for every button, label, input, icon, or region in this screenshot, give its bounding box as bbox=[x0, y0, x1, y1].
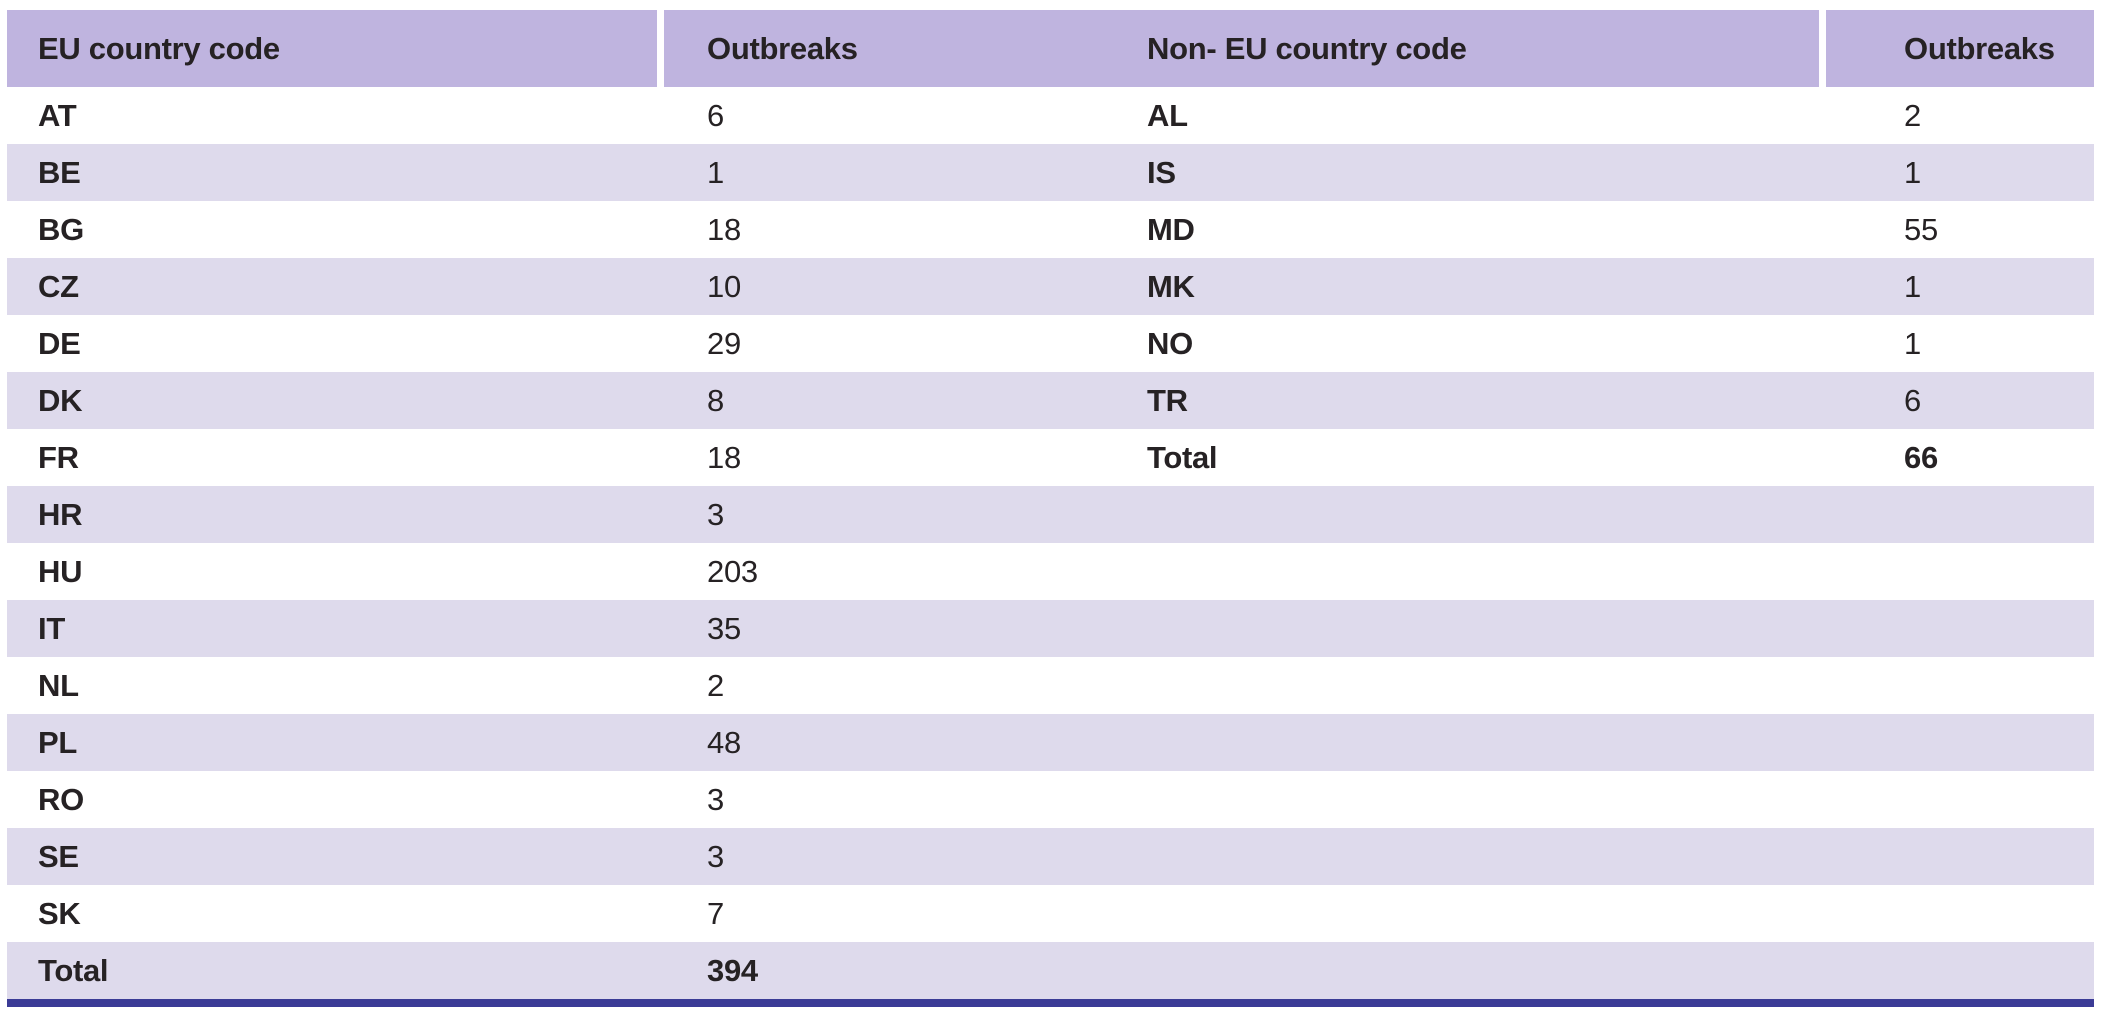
eu-code-cell: AT bbox=[38, 100, 77, 131]
eu-outbreaks-cell: 7 bbox=[707, 898, 724, 929]
header-non-eu-outbreaks: Outbreaks bbox=[1819, 10, 2094, 87]
eu-outbreaks-cell: 8 bbox=[707, 385, 724, 416]
eu-code-cell: PL bbox=[38, 727, 78, 758]
eu-total-label: Total bbox=[38, 955, 109, 986]
table-row: AT 6 AL 2 bbox=[7, 87, 2094, 144]
table-row: Total 394 bbox=[7, 942, 2094, 999]
eu-outbreaks-cell: 6 bbox=[707, 100, 724, 131]
eu-outbreaks-cell: 1 bbox=[707, 157, 724, 188]
table-row: CZ 10 MK 1 bbox=[7, 258, 2094, 315]
table-row: RO 3 bbox=[7, 771, 2094, 828]
non-eu-code-cell: AL bbox=[1147, 100, 1188, 131]
non-eu-total-label: Total bbox=[1147, 442, 1218, 473]
eu-code-cell: CZ bbox=[38, 271, 79, 302]
header-non-eu-country-code: Non- EU country code bbox=[1139, 10, 1819, 87]
eu-code-cell: SE bbox=[38, 841, 79, 872]
non-eu-code-cell: NO bbox=[1147, 328, 1193, 359]
eu-code-cell: IT bbox=[38, 613, 65, 644]
non-eu-outbreaks-cell: 1 bbox=[1904, 328, 1921, 359]
table-row: BE 1 IS 1 bbox=[7, 144, 2094, 201]
eu-total-value: 394 bbox=[707, 955, 758, 986]
eu-code-cell: DK bbox=[38, 385, 83, 416]
eu-outbreaks-cell: 35 bbox=[707, 613, 741, 644]
table-header-row: EU country code Outbreaks Non- EU countr… bbox=[7, 10, 2094, 87]
table-row: DK 8 TR 6 bbox=[7, 372, 2094, 429]
non-eu-code-cell: IS bbox=[1147, 157, 1176, 188]
non-eu-total-value: 66 bbox=[1904, 442, 1938, 473]
table-row: BG 18 MD 55 bbox=[7, 201, 2094, 258]
eu-code-cell: RO bbox=[38, 784, 84, 815]
eu-outbreaks-cell: 29 bbox=[707, 328, 741, 359]
table-row: PL 48 bbox=[7, 714, 2094, 771]
table-row: SE 3 bbox=[7, 828, 2094, 885]
eu-outbreaks-cell: 3 bbox=[707, 784, 724, 815]
eu-code-cell: HR bbox=[38, 499, 83, 530]
eu-outbreaks-cell: 3 bbox=[707, 499, 724, 530]
table-row: NL 2 bbox=[7, 657, 2094, 714]
eu-code-cell: BG bbox=[38, 214, 84, 245]
non-eu-outbreaks-cell: 2 bbox=[1904, 100, 1921, 131]
outbreaks-table: EU country code Outbreaks Non- EU countr… bbox=[7, 10, 2094, 1007]
header-eu-outbreaks: Outbreaks bbox=[657, 10, 1139, 87]
non-eu-code-cell: MD bbox=[1147, 214, 1195, 245]
table-body: AT 6 AL 2 BE 1 IS 1 BG 18 MD 55 CZ 10 MK 1 DE 29 NO 1 DK 8 TR 6… bbox=[7, 87, 2094, 999]
eu-outbreaks-cell: 203 bbox=[707, 556, 758, 587]
eu-outbreaks-cell: 18 bbox=[707, 214, 741, 245]
header-eu-country-code: EU country code bbox=[7, 10, 657, 87]
table-row: FR 18 Total 66 bbox=[7, 429, 2094, 486]
eu-code-cell: FR bbox=[38, 442, 79, 473]
non-eu-outbreaks-cell: 55 bbox=[1904, 214, 1938, 245]
eu-outbreaks-cell: 18 bbox=[707, 442, 741, 473]
eu-code-cell: BE bbox=[38, 157, 81, 188]
eu-outbreaks-cell: 2 bbox=[707, 670, 724, 701]
eu-code-cell: SK bbox=[38, 898, 81, 929]
eu-outbreaks-cell: 3 bbox=[707, 841, 724, 872]
eu-outbreaks-cell: 48 bbox=[707, 727, 741, 758]
table-row: IT 35 bbox=[7, 600, 2094, 657]
non-eu-outbreaks-cell: 1 bbox=[1904, 157, 1921, 188]
eu-code-cell: DE bbox=[38, 328, 81, 359]
eu-outbreaks-cell: 10 bbox=[707, 271, 741, 302]
table-row: HU 203 bbox=[7, 543, 2094, 600]
non-eu-code-cell: TR bbox=[1147, 385, 1188, 416]
eu-code-cell: NL bbox=[38, 670, 79, 701]
eu-code-cell: HU bbox=[38, 556, 83, 587]
table-row: SK 7 bbox=[7, 885, 2094, 942]
non-eu-code-cell: MK bbox=[1147, 271, 1195, 302]
table-row: HR 3 bbox=[7, 486, 2094, 543]
table-row: DE 29 NO 1 bbox=[7, 315, 2094, 372]
non-eu-outbreaks-cell: 1 bbox=[1904, 271, 1921, 302]
non-eu-outbreaks-cell: 6 bbox=[1904, 385, 1921, 416]
